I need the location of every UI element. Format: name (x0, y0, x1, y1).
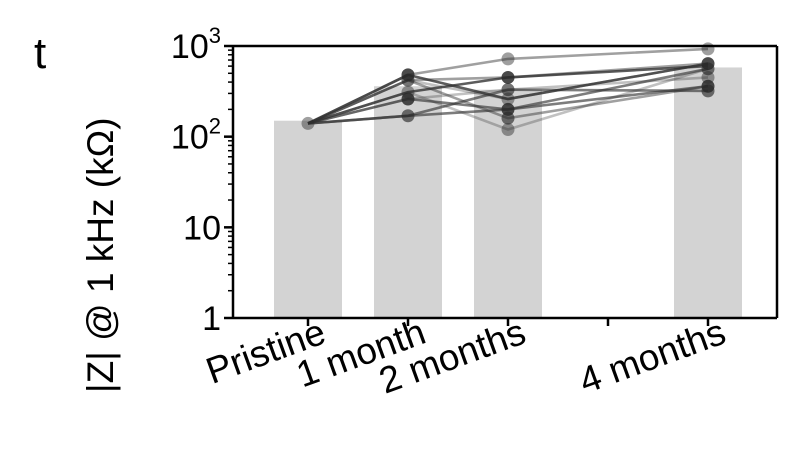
series-line-8 (307, 62, 709, 125)
series-lines-layer (307, 47, 709, 131)
plot-frame (231, 44, 779, 320)
data-point-13 (501, 52, 515, 66)
x-tick-label-4: 4 months (574, 311, 731, 402)
series-line-10 (307, 62, 709, 125)
data-point-1 (301, 116, 315, 130)
data-point-2 (401, 109, 415, 123)
series-line-7 (307, 88, 709, 125)
data-point-9 (501, 102, 515, 116)
y-ticks-layer: 1 10 102 103 (171, 23, 233, 338)
data-point-15 (701, 79, 715, 93)
series-line-4 (307, 64, 709, 125)
data-point-11 (501, 83, 515, 97)
series-line-9 (307, 67, 709, 131)
y-tick-exponent-3: 2 (209, 114, 221, 139)
bar-1 (274, 120, 342, 319)
bar-3 (474, 89, 542, 318)
y-tick-exponent-4: 3 (209, 23, 221, 48)
data-point-18 (701, 57, 715, 71)
y-tick-label-4: 103 (171, 23, 221, 66)
bar-4 (674, 67, 742, 319)
data-point-10 (501, 92, 515, 106)
data-point-7 (501, 122, 515, 136)
y-axis-label: |Z| @ 1 kHz (kΩ) (80, 117, 121, 393)
data-point-6 (401, 68, 415, 82)
panel-label: t (34, 29, 46, 78)
points-layer (301, 42, 715, 136)
y-tick-label-1: 1 (202, 300, 221, 338)
data-point-3 (401, 92, 415, 106)
data-point-4 (401, 85, 415, 99)
bar-2 (374, 86, 442, 318)
series-line-6 (307, 78, 709, 125)
data-point-19 (701, 42, 715, 56)
y-tick-label-2: 10 (183, 209, 221, 247)
data-point-12 (501, 70, 515, 84)
y-tick-label-3: 102 (171, 114, 221, 157)
series-line-11 (307, 84, 709, 125)
bars-layer (274, 67, 742, 319)
